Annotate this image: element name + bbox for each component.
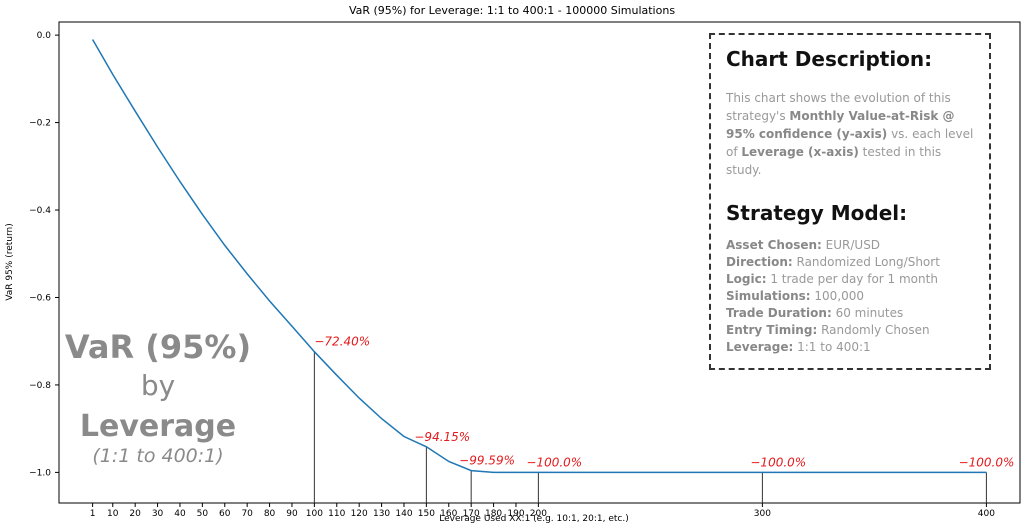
x-tick-label: 400 [978,509,995,519]
x-tick-label: 180 [485,509,502,519]
series-line-var [91,39,987,474]
x-tick-label: 150 [418,509,435,519]
annotation-label: −94.15% [414,430,470,444]
x-tick-label: 90 [286,509,298,519]
annotation-label: −100.0% [526,455,582,469]
overlay-line-4: (1:1 to 400:1) [92,445,223,467]
x-tick-label: 40 [174,509,186,519]
description-text: This chart shows the evolution of this s… [726,91,974,177]
y-tick-label: −0.2 [29,119,51,129]
x-tick-label: 100 [306,509,323,519]
model-row: Logic: 1 trade per day for 1 month [726,272,938,286]
overlay-line-3: Leverage [80,409,236,444]
annotations: −72.40% −94.15% −99.59% −100.0% −100.0% −100.… [314,335,1014,470]
overlay-line-2: by [141,369,175,402]
chart-title: VaR (95%) for Leverage: 1:1 to 400:1 - 1… [349,4,675,17]
y-tick-label: −0.8 [29,381,51,391]
annotation-label: −99.59% [459,454,515,468]
x-tick-label: 170 [463,509,480,519]
annotation-label: −72.40% [314,335,370,349]
x-tick-label: 140 [395,509,412,519]
annotation-label: −100.0% [959,455,1015,469]
y-axis-label: VaR 95% (return) [5,223,15,301]
annotation-drop-lines [313,351,987,503]
x-tick-label: 110 [328,509,345,519]
chart-description-box: Chart Description: This chart shows the … [709,33,991,370]
x-axis-ticks: 1 10 20 30 40 50 60 70 80 90 100 110 120 130 140 150 160… [90,503,995,519]
x-tick-label: 120 [351,509,368,519]
model-row: Leverage: 1:1 to 400:1 [726,340,871,354]
x-tick-label: 190 [507,509,524,519]
x-tick-label: 130 [373,509,390,519]
x-tick-label: 60 [219,509,231,519]
overlay-text: VaR (95%) by Leverage (1:1 to 400:1) [65,328,251,467]
y-tick-label: −0.4 [29,206,51,216]
model-rows: Asset Chosen: EUR/USD Direction: Randomi… [726,237,975,356]
model-row: Asset Chosen: EUR/USD [726,238,881,252]
x-tick-label: 30 [152,509,164,519]
x-tick-label: 160 [440,509,457,519]
model-title: Strategy Model: [726,201,908,225]
plot-area-frame [58,21,1021,504]
y-axis-ticks: 0.0 −0.2 −0.4 −0.6 −0.8 −1.0 [29,31,59,478]
x-tick-label: 1 [90,509,96,519]
x-axis-label: Leverage Used XX:1 (e.g. 10:1, 20:1, etc… [439,514,629,524]
y-tick-label: 0.0 [37,31,52,41]
model-row: Entry Timing: Randomly Chosen [726,323,930,337]
y-tick-label: −0.6 [29,293,51,303]
x-tick-label: 50 [197,509,209,519]
x-tick-label: 300 [754,509,771,519]
y-tick-label: −1.0 [29,468,51,478]
annotation-label: −100.0% [750,455,806,469]
x-tick-label: 70 [241,509,253,519]
model-row: Trade Duration: 60 minutes [726,306,904,320]
overlay-line-1: VaR (95%) [65,328,251,366]
x-tick-label: 10 [107,509,119,519]
model-row: Simulations: 100,000 [726,289,865,303]
description-title: Chart Description: [726,47,933,71]
model-row: Direction: Randomized Long/Short [726,255,940,269]
x-tick-label: 200 [530,509,547,519]
x-tick-label: 20 [129,509,141,519]
x-tick-label: 80 [264,509,276,519]
